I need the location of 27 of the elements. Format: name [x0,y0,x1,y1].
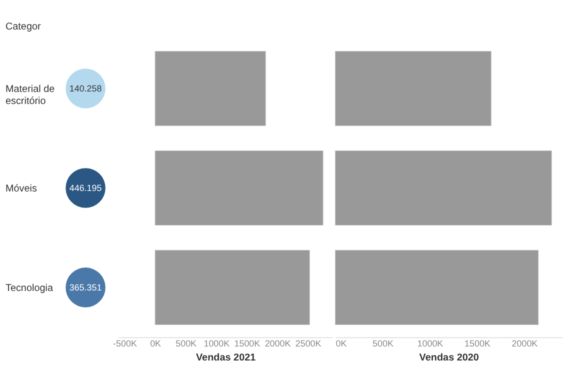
bar [154,50,266,126]
x-tick-label: 2000K [264,338,291,349]
x-tick-label: -500K [113,338,137,349]
x-tick-label: 1500K [464,338,490,349]
x-tick-label: 2500K [295,338,322,349]
bar [334,250,539,326]
x-tick-label: 500K [372,338,394,349]
bar [334,150,552,226]
x-tick-label: 500K [176,338,197,349]
x-tick-label: 0K [336,338,347,349]
x-tick-label: 0K [150,338,162,349]
x-axis-title: Vendas 2021 [196,352,256,364]
bar [334,50,492,126]
bar [154,150,324,226]
x-tick-label: 1000K [417,338,444,349]
data-label: 365.351 [69,282,102,292]
bar [154,250,310,326]
x-tick-label: 1000K [204,338,230,349]
x-axis-title: Vendas 2020 [419,352,480,364]
text: Categor [5,21,42,32]
x-tick-label: 1500K [234,338,260,349]
category-label: Tecnologia [5,282,54,294]
data-label: 140.258 [69,83,102,94]
x-tick-label: 2000K [512,338,538,349]
data-label: 446.195 [69,182,102,193]
category-label: Móveis [5,183,37,194]
category-label: Material de escritório [5,84,56,107]
